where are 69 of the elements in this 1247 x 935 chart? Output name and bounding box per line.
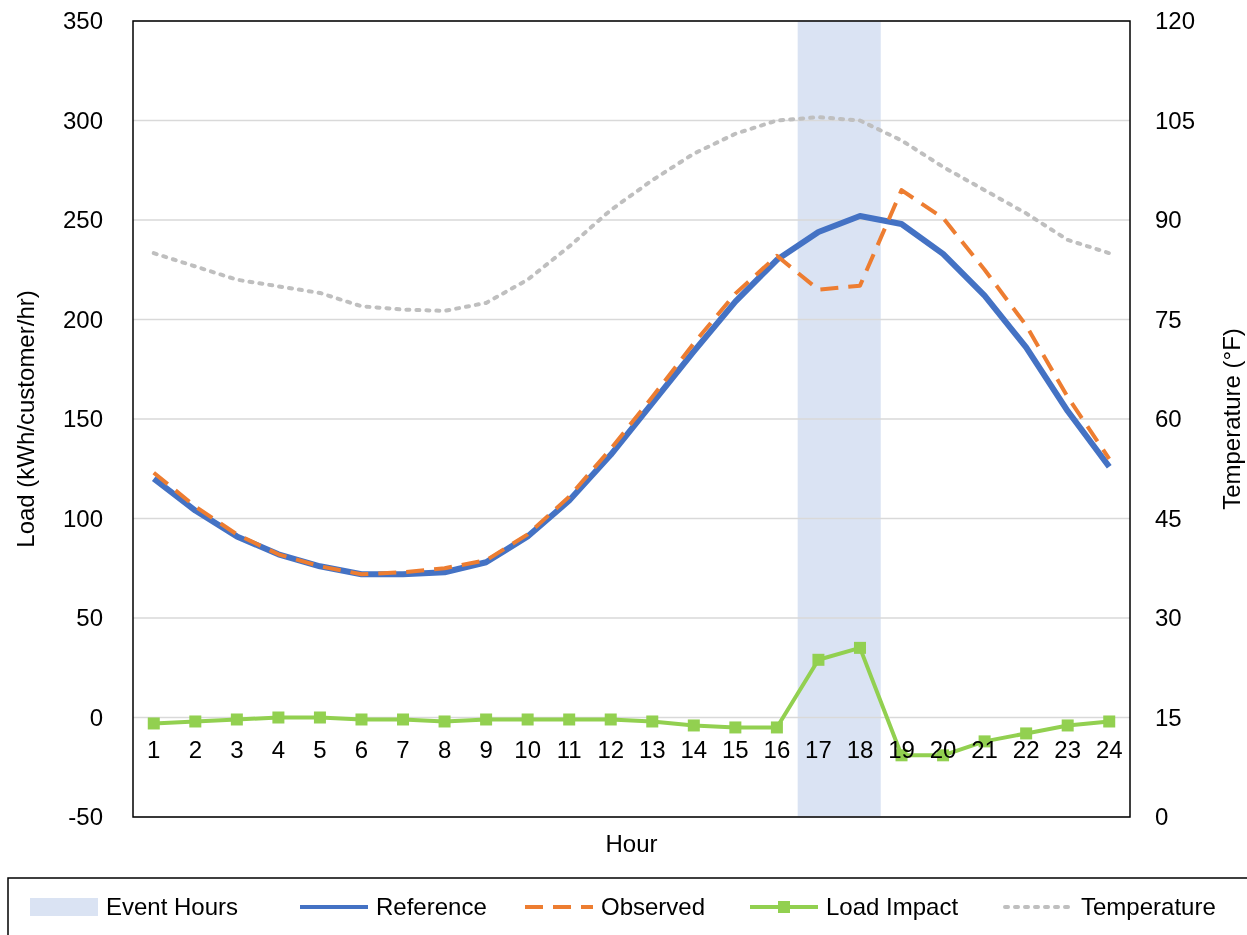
x-tick-label: 16 (763, 735, 791, 763)
y2-tick-label: 105 (1155, 106, 1196, 134)
point (1103, 715, 1116, 728)
legend-label: Event Hours (106, 893, 239, 921)
x-tick-label: 4 (271, 735, 286, 763)
y2-axis-title: Temperature (°F) (1218, 328, 1245, 510)
y2-tick-label: 120 (1155, 7, 1196, 35)
line-series (151, 115, 1112, 313)
y-tick-label: 350 (62, 7, 103, 35)
point (397, 713, 410, 726)
x-tick-label: 15 (722, 735, 749, 763)
point (563, 713, 576, 726)
y-tick-label: 100 (62, 504, 103, 532)
point (770, 721, 783, 734)
legend-label: Load Impact (826, 893, 959, 921)
x-tick-label: 6 (354, 735, 369, 763)
y2-tick-label: 90 (1155, 206, 1182, 234)
y-tick-label: 50 (76, 604, 103, 632)
x-tick-label: 2 (188, 735, 202, 763)
y-tick-label: 0 (89, 703, 103, 731)
x-tick-label: 9 (479, 735, 493, 763)
y2-tick-label: 15 (1155, 703, 1182, 731)
x-tick-label: 13 (638, 735, 666, 763)
y-tick-label: 300 (62, 106, 103, 134)
point (230, 713, 243, 726)
y-tick-label: 200 (62, 305, 103, 333)
point (521, 713, 534, 726)
point (687, 719, 700, 732)
y-tick-label: -50 (68, 803, 103, 831)
x-axis-title: Hour (605, 830, 658, 857)
y2-tick-label: 0 (1155, 803, 1169, 831)
x-tick-label: 5 (313, 735, 327, 763)
point (646, 715, 659, 728)
x-tick-label: 10 (514, 735, 541, 763)
y-tick-label: 150 (62, 405, 103, 433)
point (272, 711, 285, 724)
x-tick-label: 11 (556, 735, 582, 763)
y2-tick-label: 45 (1155, 504, 1182, 532)
legend-label: Temperature (1081, 893, 1216, 921)
point (189, 715, 202, 728)
point (1061, 719, 1074, 732)
point (604, 713, 617, 726)
x-tick-label: 14 (680, 735, 708, 763)
legend-label: Observed (601, 893, 706, 921)
y2-tick-label: 30 (1155, 604, 1182, 632)
x-tick-label: 3 (230, 735, 244, 763)
y2-tick-label: 75 (1155, 305, 1182, 333)
x-tick-label: 8 (437, 735, 452, 763)
x-tick-label: 23 (1054, 735, 1082, 763)
x-tick-label: 18 (846, 735, 874, 763)
x-tick-label: 7 (396, 735, 410, 763)
legend-label: Reference (376, 893, 487, 921)
x-tick-label: 22 (1012, 735, 1040, 763)
y-axis-title: Load (kWh/customer/hr) (12, 290, 39, 548)
y-tick-label: 250 (62, 206, 103, 234)
point (147, 717, 160, 730)
point (812, 653, 825, 666)
x-tick-label: 1 (147, 735, 161, 763)
point (355, 713, 368, 726)
point (729, 721, 742, 734)
point (853, 641, 866, 654)
point (438, 715, 451, 728)
x-tick-label: 12 (597, 735, 625, 763)
point (1020, 727, 1033, 740)
point (480, 713, 493, 726)
point (313, 711, 326, 724)
x-tick-label: 24 (1095, 735, 1123, 763)
x-tick-label: 17 (805, 735, 832, 763)
y2-tick-label: 60 (1155, 405, 1182, 433)
